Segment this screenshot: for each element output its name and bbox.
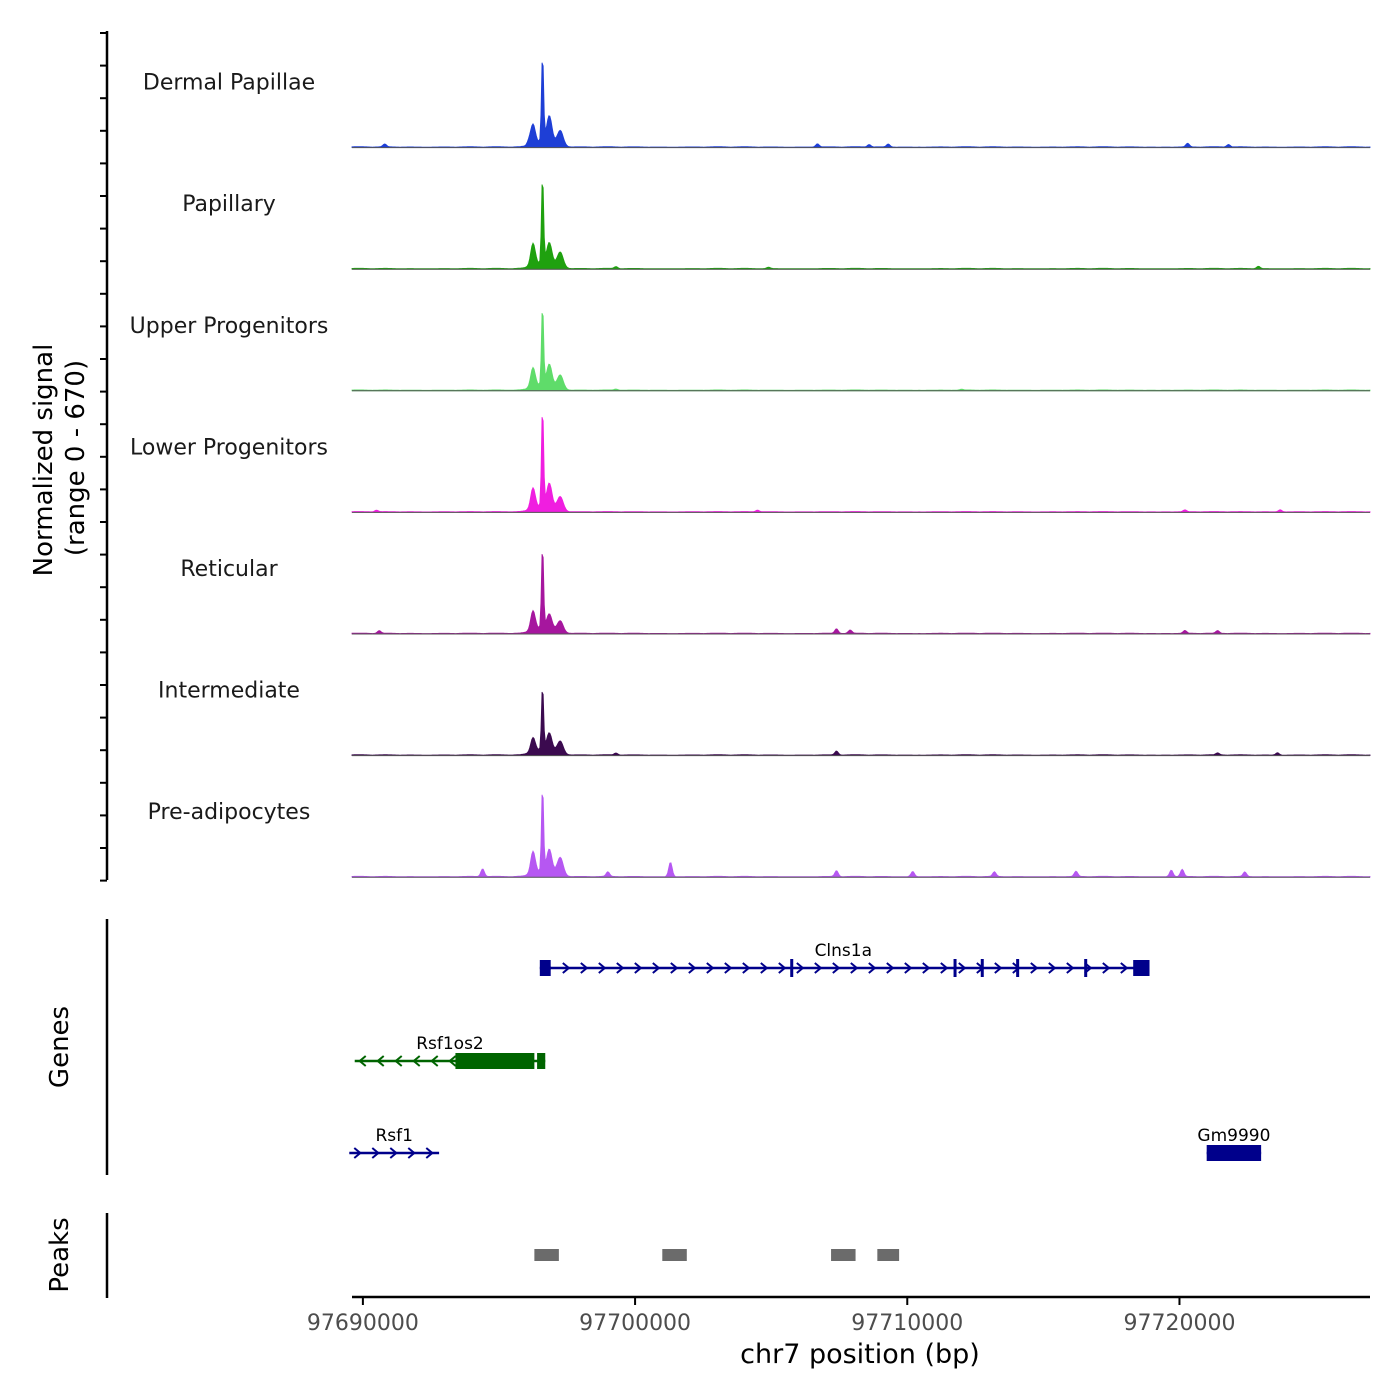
gene-gm9990: Gm9990 xyxy=(1197,1126,1270,1161)
strand-arrow xyxy=(724,962,733,974)
coverage-area xyxy=(351,416,1371,513)
x-axis-ticks: 97690000 97700000 97710000 97720000 xyxy=(307,1297,1235,1336)
strand-arrow xyxy=(832,962,841,974)
coverage-track: Papillary xyxy=(182,184,1371,270)
gene-rsf1: Rsf1 xyxy=(349,1126,440,1159)
strand-arrow xyxy=(1120,962,1129,974)
track-label: Dermal Papillae xyxy=(143,71,315,96)
x-tick-label: 97700000 xyxy=(579,1311,691,1336)
strand-arrow xyxy=(760,962,769,974)
coverage-track: Intermediate xyxy=(158,679,1371,757)
exon xyxy=(1133,960,1150,976)
strand-arrow xyxy=(994,962,1003,974)
strand-arrow xyxy=(358,1055,367,1067)
strand-arrow xyxy=(616,962,625,974)
coverage-tracks: Dermal Papillae Papillary Upper Progenitor… xyxy=(130,62,1371,878)
strand-arrow xyxy=(778,962,787,974)
strand-arrow xyxy=(706,962,715,974)
gene-track: Clns1a Rsf1os2 Rsf1 Gm9990 xyxy=(349,941,1270,1161)
strand-arrow xyxy=(742,962,751,974)
coverage-y-label-range: (range 0 - 670) xyxy=(61,360,91,556)
coverage-area xyxy=(351,312,1371,392)
coverage-track: Lower Progenitors xyxy=(130,416,1371,513)
x-tick-label: 97710000 xyxy=(851,1311,963,1336)
strand-arrow xyxy=(904,962,913,974)
track-label: Lower Progenitors xyxy=(130,435,328,460)
coverage-area xyxy=(351,62,1371,148)
track-label: Papillary xyxy=(182,192,276,217)
exon xyxy=(539,960,551,976)
strand-arrow xyxy=(412,1055,421,1067)
track-label: Pre-adipocytes xyxy=(148,800,311,825)
strand-arrow xyxy=(407,1147,416,1159)
exon xyxy=(953,959,957,977)
exon xyxy=(1016,959,1020,977)
strand-arrow xyxy=(670,962,679,974)
strand-arrow xyxy=(430,1055,439,1067)
strand-arrow xyxy=(394,1055,403,1067)
track-label: Intermediate xyxy=(158,679,300,704)
peaks-label: Peaks xyxy=(45,1217,75,1292)
genes-label: Genes xyxy=(45,1006,75,1088)
gene-label: Clns1a xyxy=(815,941,872,961)
coverage-area xyxy=(351,794,1371,878)
strand-arrow xyxy=(940,962,949,974)
strand-arrow xyxy=(376,1055,385,1067)
coverage-area xyxy=(351,184,1371,270)
peak-region xyxy=(662,1249,687,1261)
track-label: Upper Progenitors xyxy=(130,314,329,339)
strand-arrow xyxy=(389,1147,398,1159)
x-tick-label: 97720000 xyxy=(1123,1311,1235,1336)
strand-arrow xyxy=(652,962,661,974)
exon xyxy=(1084,959,1088,977)
strand-arrow xyxy=(580,962,589,974)
strand-arrow xyxy=(814,962,823,974)
peak-region xyxy=(534,1249,559,1261)
gene-label: Gm9990 xyxy=(1197,1126,1270,1146)
strand-arrow xyxy=(868,962,877,974)
strand-arrow xyxy=(448,1055,457,1067)
x-axis-title: chr7 position (bp) xyxy=(740,1339,980,1370)
strand-arrow xyxy=(796,962,805,974)
coverage-area xyxy=(351,553,1371,635)
strand-arrow xyxy=(371,1147,380,1159)
strand-arrow xyxy=(1048,962,1057,974)
strand-arrow xyxy=(353,1147,362,1159)
coverage-track: Upper Progenitors xyxy=(130,312,1371,392)
peak-track xyxy=(534,1249,900,1261)
coverage-y-label: Normalized signal xyxy=(29,344,59,577)
coverage-track: Dermal Papillae xyxy=(143,62,1371,149)
strand-arrow xyxy=(922,962,931,974)
exon xyxy=(790,959,794,977)
exon xyxy=(537,1053,546,1069)
peak-region xyxy=(831,1249,856,1261)
strand-arrow xyxy=(1102,962,1111,974)
x-tick-label: 97690000 xyxy=(307,1311,419,1336)
coverage-track: Reticular xyxy=(180,553,1371,635)
coverage-area xyxy=(351,691,1371,756)
gene-label: Rsf1os2 xyxy=(416,1034,484,1054)
strand-arrow xyxy=(425,1147,434,1159)
track-label: Reticular xyxy=(180,557,278,582)
gene-clns1a: Clns1a xyxy=(539,941,1150,977)
exon xyxy=(1206,1145,1262,1161)
strand-arrow xyxy=(598,962,607,974)
strand-arrow xyxy=(850,962,859,974)
coverage-track: Pre-adipocytes xyxy=(148,794,1371,878)
exon xyxy=(980,959,984,977)
strand-arrow xyxy=(958,962,967,974)
strand-arrow xyxy=(886,962,895,974)
strand-arrow xyxy=(634,962,643,974)
strand-arrow xyxy=(1066,962,1075,974)
gene-label: Rsf1 xyxy=(375,1126,412,1146)
coverage-y-ticks xyxy=(100,32,107,882)
gene-rsf1os2: Rsf1os2 xyxy=(354,1034,546,1069)
strand-arrow xyxy=(688,962,697,974)
peak-region xyxy=(877,1249,900,1261)
strand-arrow xyxy=(562,962,571,974)
exon xyxy=(455,1053,535,1069)
strand-arrow xyxy=(1030,962,1039,974)
